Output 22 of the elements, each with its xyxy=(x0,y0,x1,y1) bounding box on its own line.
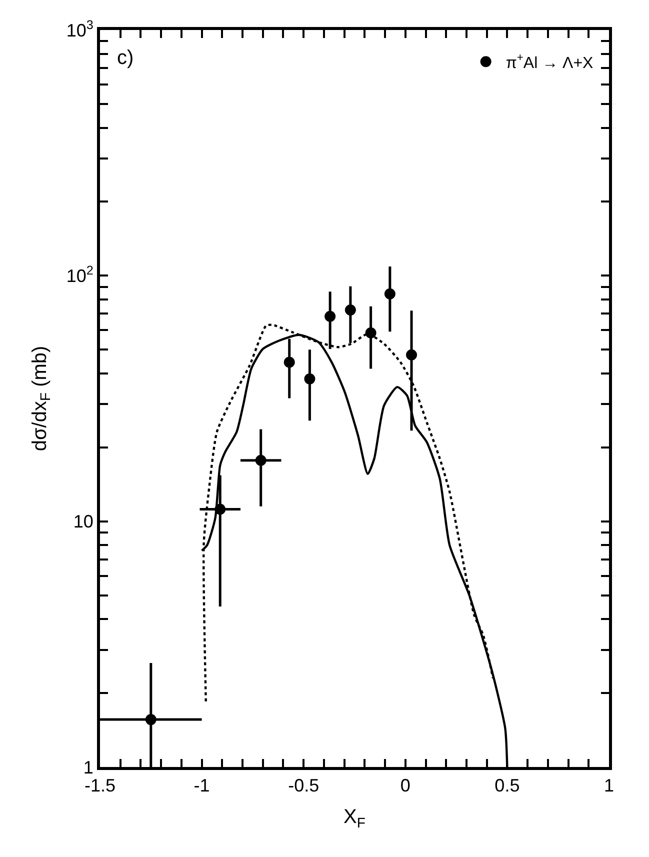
point xyxy=(344,304,356,316)
x-tick-label: -0.5 xyxy=(288,776,320,796)
x-axis-title: X$_{F}$ xyxy=(344,806,366,830)
x-tick-label: 0.5 xyxy=(494,776,520,796)
point xyxy=(406,349,418,360)
x-tick-label: -1.5 xyxy=(84,776,116,796)
x-tick-label: -1 xyxy=(194,776,210,796)
y-tick-label: 10 xyxy=(73,512,94,532)
annotation: c) xyxy=(117,47,134,69)
legend-label: π$^{+}$Al → Λ+X xyxy=(506,52,594,72)
point xyxy=(145,714,156,726)
point xyxy=(365,327,376,338)
point xyxy=(304,373,316,384)
y-tick-label: 10$^{3}$ xyxy=(66,18,94,40)
point xyxy=(384,288,396,300)
y-tick-label: 1 xyxy=(83,757,94,778)
point xyxy=(255,454,266,466)
x-tick-label: 1 xyxy=(604,776,614,796)
x-tick-label: 0 xyxy=(400,776,410,796)
point xyxy=(284,356,295,368)
y-tick-label: 10$^{2}$ xyxy=(66,263,94,286)
point xyxy=(324,310,336,322)
